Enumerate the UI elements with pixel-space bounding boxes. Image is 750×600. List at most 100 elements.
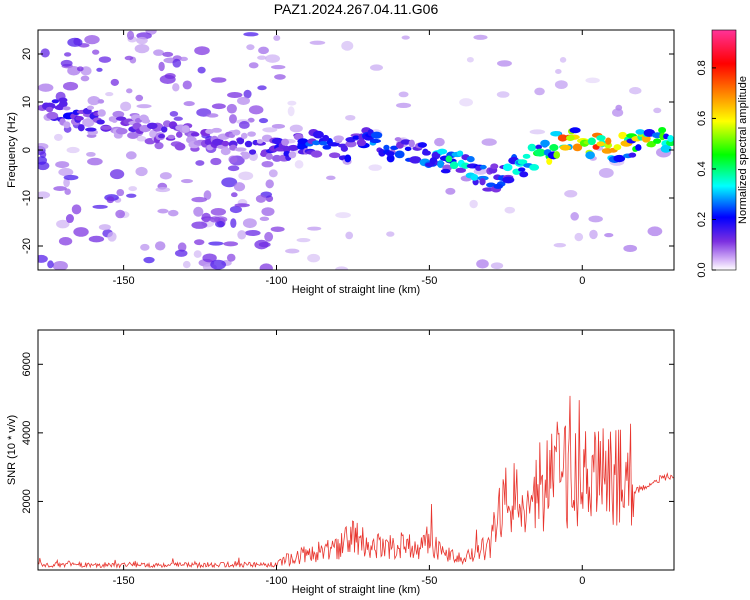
heatmap-ridge-cell <box>596 141 605 147</box>
heatmap-blob <box>38 83 54 92</box>
heatmap-blob <box>496 91 510 98</box>
heatmap-blob <box>134 43 150 54</box>
heatmap-blob <box>92 49 100 55</box>
heatmap-blob <box>248 105 264 115</box>
heatmap-ridge-cell <box>142 115 149 123</box>
heatmap-blob <box>120 101 132 112</box>
figure-title: PAZ1.2024.267.04.11.G06 <box>274 1 439 17</box>
heatmap-ridge-cell <box>386 154 395 163</box>
spectrogram-marks <box>38 30 674 270</box>
heatmap-blob <box>248 62 259 69</box>
heatmap-ridge-cell <box>440 168 451 174</box>
heatmap-blob <box>80 75 90 82</box>
heatmap-blob <box>210 157 222 166</box>
heatmap-ridge-cell <box>470 173 479 181</box>
heatmap-blob <box>529 129 546 135</box>
heatmap-blob <box>208 241 224 246</box>
heatmap-blob <box>335 266 349 270</box>
heatmap-blob <box>105 92 114 97</box>
heatmap-blob <box>135 166 148 177</box>
heatmap-blob <box>653 107 662 114</box>
heatmap-blob <box>206 113 219 118</box>
heatmap-ridge-cell <box>146 122 158 130</box>
heatmap-blob <box>307 253 321 263</box>
heatmap-blob <box>401 35 410 40</box>
heatmap-blob <box>398 91 409 98</box>
heatmap-ridge-cell <box>394 150 405 159</box>
heatmap-blob <box>294 160 304 169</box>
heatmap-blob <box>257 55 267 60</box>
heatmap-ridge-cell <box>572 143 583 152</box>
heatmap-blob <box>268 169 278 178</box>
heatmap-ridge-cell <box>322 144 332 150</box>
heatmap-ridge-cell <box>352 135 360 140</box>
heatmap-blob <box>473 34 488 40</box>
heatmap-blob <box>570 212 579 221</box>
colorbar-label: Normalized spectral amplitude <box>737 76 749 224</box>
heatmap-blob <box>211 103 226 110</box>
heatmap-blob <box>193 239 205 246</box>
snr-panel: -150 -100 -50 0 2000 4000 6000 Height of strai… <box>6 329 675 596</box>
heatmap-ridge-cell <box>340 145 348 152</box>
heatmap-ridge-cell <box>96 119 105 125</box>
heatmap-ridge-cell <box>493 183 504 189</box>
heatmap-ridge-cell <box>220 147 231 156</box>
heatmap-blob <box>246 44 255 51</box>
heatmap-ridge-cell <box>281 138 290 146</box>
heatmap-ridge-cell <box>653 138 662 144</box>
heatmap-blob <box>476 259 489 269</box>
colorbar-ticks: 0.0 0.2 0.4 0.6 0.8 <box>696 60 716 278</box>
heatmap-blob <box>261 160 274 168</box>
spectrogram-ytick-label: 0 <box>21 147 33 153</box>
heatmap-blob <box>258 46 269 55</box>
heatmap-blob <box>183 101 195 107</box>
heatmap-blob <box>469 199 478 209</box>
heatmap-blob <box>159 74 176 84</box>
heatmap-blob <box>193 206 204 217</box>
heatmap-ridge-cell <box>437 160 444 168</box>
heatmap-blob <box>370 64 383 71</box>
snr-frame <box>37 329 675 571</box>
heatmap-blob <box>345 231 354 240</box>
heatmap-blob <box>172 83 180 92</box>
heatmap-ridge-cell <box>221 140 230 147</box>
colorbar-gradient <box>711 29 737 271</box>
heatmap-ridge-cell <box>77 124 85 132</box>
heatmap-blob <box>125 151 137 160</box>
heatmap-ridge-cell <box>409 156 422 164</box>
heatmap-blob <box>629 87 642 95</box>
heatmap-ridge-cell <box>319 141 329 146</box>
snr-xlabel: Height of straight line (km) <box>292 584 420 596</box>
heatmap-blob <box>63 174 79 181</box>
heatmap-blob <box>82 118 95 127</box>
heatmap-ridge-cell <box>527 143 537 152</box>
heatmap-blob <box>62 81 79 91</box>
snr-xtick-label: -50 <box>421 575 437 587</box>
heatmap-ridge-cell <box>557 134 568 142</box>
heatmap-blob <box>257 85 267 91</box>
heatmap-blob <box>52 260 68 270</box>
heatmap-ridge-cell <box>585 151 595 160</box>
heatmap-ridge-cell <box>546 157 553 165</box>
heatmap-blob <box>115 209 126 219</box>
heatmap-ridge-cell <box>553 151 561 159</box>
heatmap-blob <box>564 189 578 198</box>
heatmap-ridge-cell <box>549 144 559 152</box>
heatmap-blob <box>612 108 624 117</box>
snr-ytick-label: 6000 <box>21 352 33 376</box>
heatmap-ridge-cell <box>449 161 459 170</box>
heatmap-ridge-cell <box>112 110 125 118</box>
heatmap-blob <box>107 231 117 242</box>
heatmap-ridge-cell <box>247 131 256 137</box>
heatmap-blob <box>210 208 227 216</box>
heatmap-blob <box>289 124 303 133</box>
heatmap-ridge-cell <box>534 148 547 157</box>
heatmap-ridge-cell <box>635 129 645 135</box>
heatmap-blob <box>555 69 562 74</box>
heatmap-ridge-cell <box>248 149 257 155</box>
heatmap-blob <box>234 203 250 208</box>
heatmap-ridge-cell <box>167 134 176 140</box>
heatmap-blob <box>109 169 125 180</box>
heatmap-blob <box>38 156 48 165</box>
